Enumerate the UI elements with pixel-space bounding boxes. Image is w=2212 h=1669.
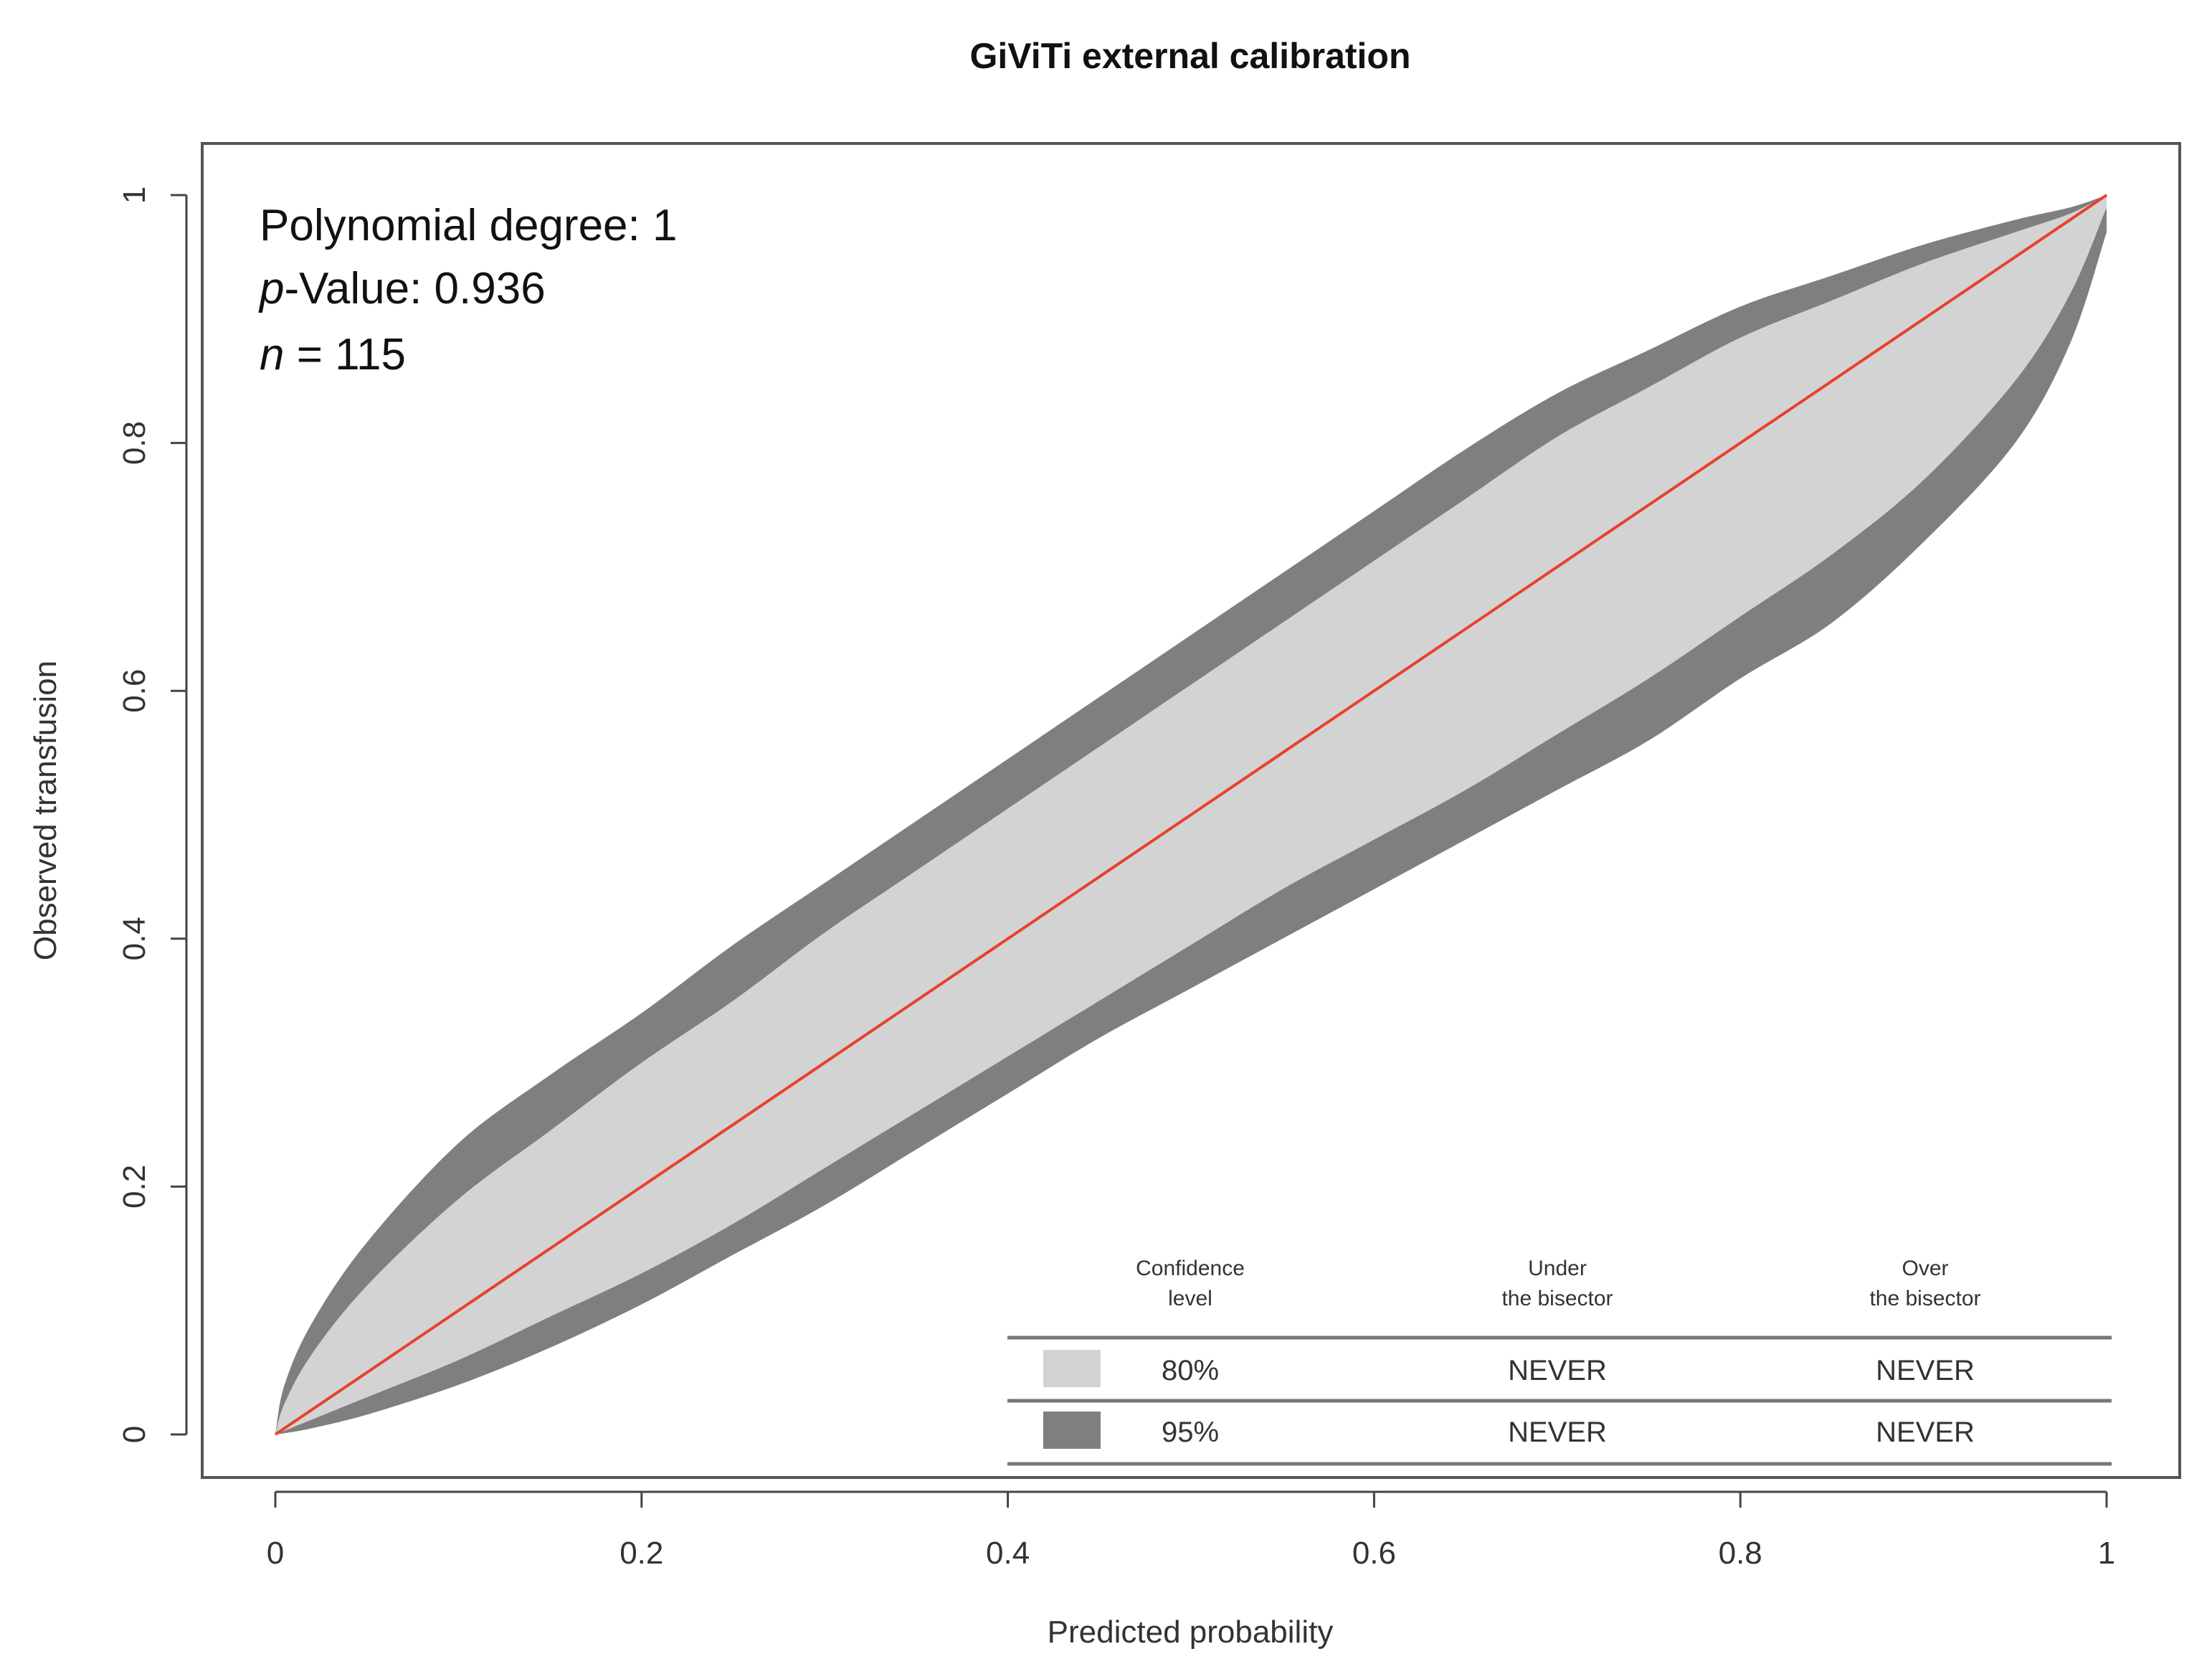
legend-swatch-95: [1043, 1412, 1101, 1449]
legend-header-over-1: Over: [1902, 1257, 1948, 1280]
legend-header-confidence-1: Confidence: [1136, 1257, 1245, 1280]
legend-over-80: NEVER: [1876, 1355, 1975, 1386]
legend-swatch-80: [1043, 1350, 1101, 1387]
x-tick-label: 1: [2098, 1536, 2115, 1571]
annotation-pvalue-prefix: p: [258, 264, 284, 313]
legend-level-80: 80%: [1162, 1355, 1219, 1386]
y-tick-label: 1: [117, 186, 152, 204]
x-tick-label: 0.4: [986, 1536, 1030, 1571]
annotation-pvalue: p-Value: 0.936: [258, 264, 546, 313]
legend-header-over-2: the bisector: [1869, 1287, 1980, 1310]
legend-header-confidence-2: level: [1168, 1287, 1212, 1310]
y-axis-label: Observed transfusion: [28, 661, 63, 960]
annotation-n: n = 115: [260, 330, 406, 379]
x-tick-label: 0: [267, 1536, 284, 1571]
annotation-pvalue-rest: -Value: 0.936: [284, 264, 545, 313]
x-tick-label: 0.2: [620, 1536, 663, 1571]
annotation-n-prefix: n: [260, 330, 284, 379]
annotation-degree: Polynomial degree: 1: [260, 201, 677, 250]
x-tick-label: 0.6: [1352, 1536, 1396, 1571]
y-axis: 0 0.2 0.4 0.6 0.8 1: [117, 186, 188, 1443]
legend-table: Confidence level Under the bisector Over…: [1007, 1257, 2112, 1466]
legend-header-under-1: Under: [1528, 1257, 1587, 1280]
y-tick-label: 0.8: [117, 421, 152, 465]
legend-level-95: 95%: [1162, 1417, 1219, 1448]
x-axis: 0 0.2 0.4 0.6 0.8 1: [267, 1490, 2115, 1571]
y-tick-label: 0.4: [117, 917, 152, 960]
legend-under-95: NEVER: [1508, 1417, 1607, 1448]
legend-over-95: NEVER: [1876, 1417, 1975, 1448]
x-tick-label: 0.8: [1719, 1536, 1762, 1571]
annotation-n-rest: = 115: [284, 330, 406, 379]
y-tick-label: 0.2: [117, 1165, 152, 1209]
bisector-line: [274, 194, 2108, 1436]
y-tick-label: 0.6: [117, 669, 152, 713]
chart-title: GiViTi external calibration: [969, 36, 1410, 76]
x-axis-label: Predicted probability: [1048, 1614, 1334, 1650]
legend-under-80: NEVER: [1508, 1355, 1607, 1386]
plot-frame: [201, 142, 2181, 1479]
legend-header-under-2: the bisector: [1501, 1287, 1613, 1310]
y-tick-label: 0: [117, 1426, 152, 1443]
